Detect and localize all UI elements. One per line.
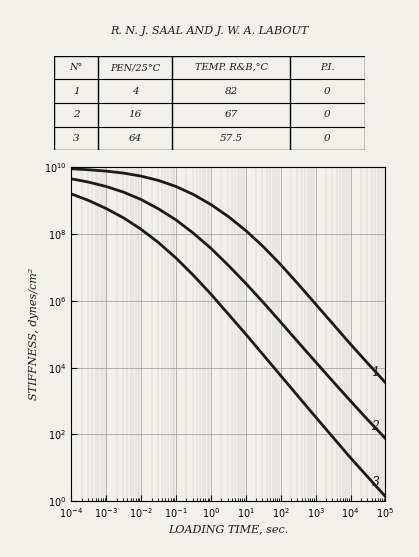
Text: 1: 1 — [73, 87, 80, 96]
Text: PEN/25°C: PEN/25°C — [110, 63, 160, 72]
Text: 64: 64 — [129, 134, 142, 143]
X-axis label: LOADING TIME, sec.: LOADING TIME, sec. — [168, 524, 288, 534]
Text: N°: N° — [70, 63, 83, 72]
Text: 82: 82 — [225, 87, 238, 96]
Text: R. N. J. SAAL AND J. W. A. LABOUT: R. N. J. SAAL AND J. W. A. LABOUT — [110, 26, 309, 36]
Y-axis label: STIFFNESS, dynes/cm²: STIFFNESS, dynes/cm² — [29, 268, 39, 400]
Text: 3: 3 — [73, 134, 80, 143]
Text: 67: 67 — [225, 110, 238, 119]
Text: TEMP. R&B,°C: TEMP. R&B,°C — [195, 63, 268, 72]
Text: 0: 0 — [324, 87, 331, 96]
Text: 1: 1 — [372, 366, 380, 379]
Text: 0: 0 — [324, 134, 331, 143]
Text: 4: 4 — [132, 87, 138, 96]
Text: P.I.: P.I. — [320, 63, 335, 72]
Text: 3: 3 — [372, 476, 380, 490]
Text: 2: 2 — [73, 110, 80, 119]
Text: 57.5: 57.5 — [220, 134, 243, 143]
Text: 0: 0 — [324, 110, 331, 119]
Text: 16: 16 — [129, 110, 142, 119]
Text: 2: 2 — [372, 419, 380, 433]
